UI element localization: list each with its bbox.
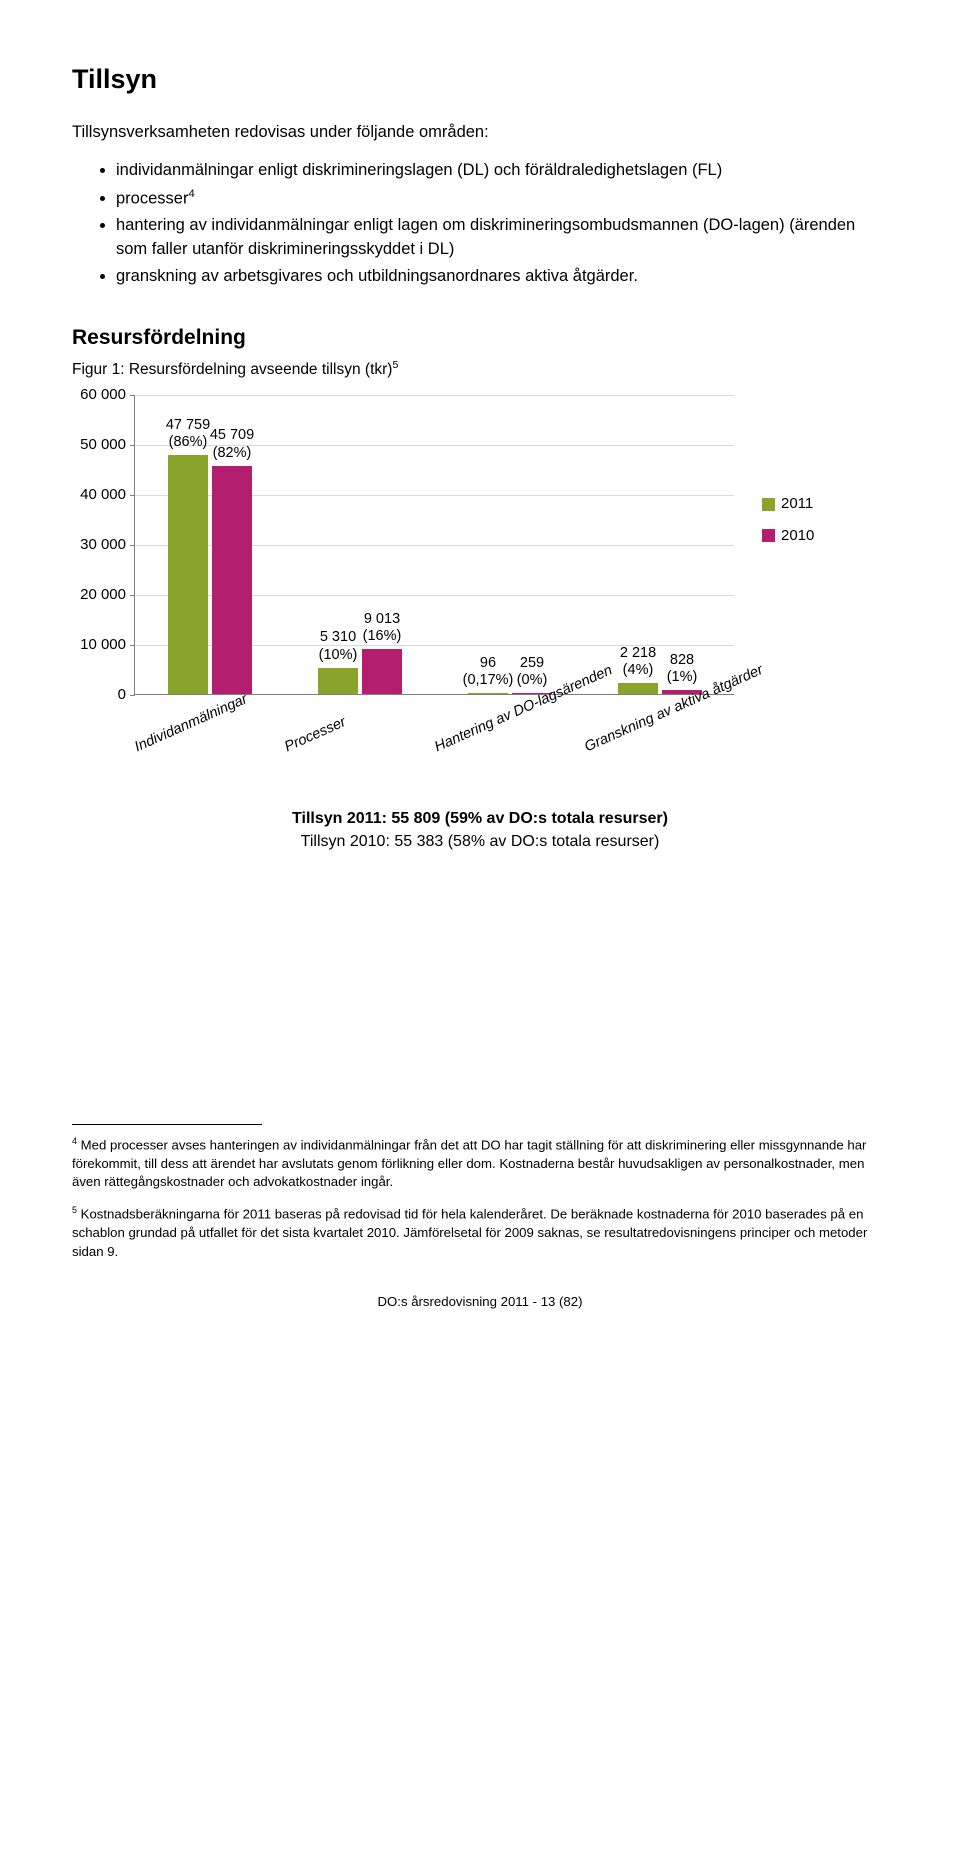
legend-item: 2011 (762, 493, 852, 515)
legend-item: 2010 (762, 525, 852, 547)
footnote-5: 5 Kostnadsberäkningarna för 2011 baseras… (72, 1204, 888, 1262)
bar-chart: 010 00020 00030 00040 00050 00060 000 47… (72, 395, 852, 755)
list-text: individanmälningar enligt diskriminering… (116, 161, 722, 179)
bar-2011 (168, 455, 208, 694)
x-axis-labels: IndividanmälningarProcesserHantering av … (134, 697, 734, 755)
legend-label: 2010 (781, 525, 814, 547)
bar-2010 (212, 466, 252, 695)
list-item: granskning av arbetsgivares och utbildni… (116, 265, 888, 289)
footnote-text: Med processer avses hanteringen av indiv… (72, 1137, 866, 1189)
bar-2010 (362, 649, 402, 694)
footnote-ref: 5 (392, 359, 398, 371)
list-item: processer4 (116, 186, 888, 211)
intro-paragraph: Tillsynsverksamheten redovisas under föl… (72, 121, 888, 145)
bar-2011 (468, 693, 508, 694)
list-text: granskning av arbetsgivares och utbildni… (116, 267, 638, 285)
bar-value-label: 47 759(86%) (166, 417, 210, 451)
bar-value-label: 96(0,17%) (463, 655, 514, 689)
y-tick-label: 40 000 (80, 484, 126, 506)
figure-caption-text: Figur 1: Resursfördelning avseende tills… (72, 361, 392, 378)
x-tick-label: Processer (281, 712, 349, 758)
bar-value-label: 828(1%) (667, 652, 698, 686)
chart-legend: 2011 2010 (762, 493, 852, 557)
figure-caption: Figur 1: Resursfördelning avseende tills… (72, 358, 888, 382)
footnote-ref: 4 (188, 188, 194, 200)
bar-2011 (618, 683, 658, 694)
chart-summary: Tillsyn 2011: 55 809 (59% av DO:s totala… (72, 807, 888, 853)
y-tick-label: 50 000 (80, 434, 126, 456)
list-text: processer (116, 189, 188, 207)
y-tick-label: 30 000 (80, 534, 126, 556)
y-tick-label: 20 000 (80, 584, 126, 606)
section-title: Resursfördelning (72, 323, 888, 353)
legend-swatch-2010 (762, 529, 775, 542)
page-number: DO:s årsredovisning 2011 - 13 (82) (72, 1292, 888, 1311)
list-item: individanmälningar enligt diskriminering… (116, 159, 888, 183)
legend-label: 2011 (781, 493, 813, 515)
y-tick-label: 60 000 (80, 384, 126, 406)
bar-2011 (318, 668, 358, 695)
summary-line-2: Tillsyn 2010: 55 383 (58% av DO:s totala… (72, 830, 888, 853)
bar-value-label: 5 310(10%) (319, 629, 358, 663)
summary-line-1: Tillsyn 2011: 55 809 (59% av DO:s totala… (72, 807, 888, 830)
legend-swatch-2011 (762, 498, 775, 511)
footnote-separator (72, 1124, 262, 1125)
bar-value-label: 2 218(4%) (620, 645, 656, 679)
bar-value-label: 259(0%) (517, 655, 548, 689)
footnote-4: 4 Med processer avses hanteringen av ind… (72, 1135, 888, 1193)
bullet-list: individanmälningar enligt diskriminering… (72, 159, 888, 289)
bar-value-label: 9 013(16%) (363, 611, 402, 645)
bar-value-label: 45 709(82%) (210, 427, 254, 461)
footnote-text: Kostnadsberäkningarna för 2011 baseras p… (72, 1207, 867, 1259)
y-tick-label: 0 (118, 684, 126, 706)
y-axis-labels: 010 00020 00030 00040 00050 00060 000 (72, 395, 134, 695)
plot-area: 47 759(86%)45 709(82%) 5 310(10%)9 013(16… (134, 395, 734, 695)
y-tick-label: 10 000 (80, 634, 126, 656)
list-item: hantering av individanmälningar enligt l… (116, 214, 888, 262)
list-text: hantering av individanmälningar enligt l… (116, 216, 855, 258)
page-title: Tillsyn (72, 60, 888, 99)
x-tick-label: Individanmälningar (131, 690, 251, 759)
